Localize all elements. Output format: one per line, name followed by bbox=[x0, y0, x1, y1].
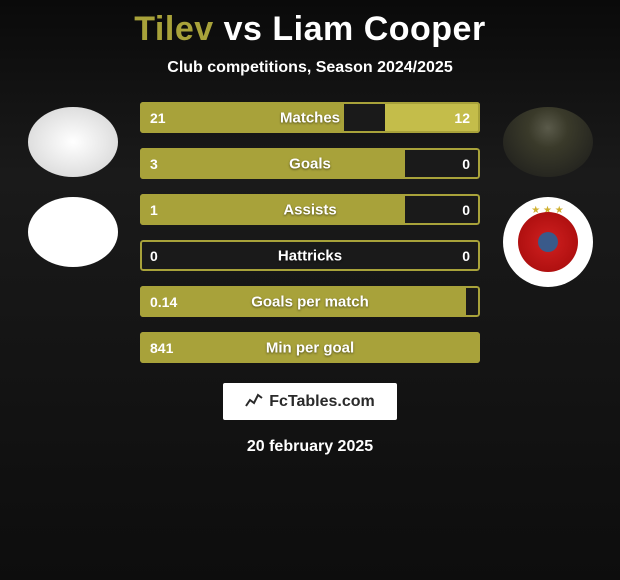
player1-club-badge bbox=[28, 197, 118, 267]
stat-row: Goals per match 0.14 bbox=[140, 286, 480, 317]
stat-value-left: 1 bbox=[150, 202, 158, 218]
right-column: ★ ★ ★ bbox=[495, 102, 600, 363]
chart-icon bbox=[245, 391, 263, 412]
player2-name: Liam Cooper bbox=[272, 10, 485, 48]
comparison-container: Matches2112Goals30Assists10Hattricks00Go… bbox=[0, 102, 620, 363]
bar-segment-left bbox=[140, 194, 405, 225]
stat-label: Matches bbox=[280, 109, 340, 126]
vs-text: vs bbox=[224, 10, 263, 48]
brand-badge: FcTables.com bbox=[223, 383, 397, 420]
stat-value-right: 0 bbox=[462, 248, 470, 264]
player2-club-badge: ★ ★ ★ bbox=[503, 197, 593, 287]
stat-label: Goals per match bbox=[251, 293, 369, 310]
stat-value-left: 3 bbox=[150, 156, 158, 172]
left-column bbox=[20, 102, 125, 363]
stat-label: Hattricks bbox=[278, 247, 342, 264]
page-title: Tilev vs Liam Cooper bbox=[134, 10, 485, 49]
stat-row: Matches 21 12 bbox=[140, 102, 480, 133]
stat-value-right: 0 bbox=[462, 156, 470, 172]
stat-row: Hattricks 0 0 bbox=[140, 240, 480, 271]
stat-value-right: 12 bbox=[454, 110, 470, 126]
stat-label: Goals bbox=[289, 155, 331, 172]
stat-row: Goals 3 0 bbox=[140, 148, 480, 179]
player1-name: Tilev bbox=[134, 10, 213, 48]
stat-value-left: 0 bbox=[150, 248, 158, 264]
stat-value-left: 0.14 bbox=[150, 294, 177, 310]
stat-label: Assists bbox=[283, 201, 336, 218]
stat-label: Min per goal bbox=[266, 339, 354, 356]
subtitle: Club competitions, Season 2024/2025 bbox=[167, 59, 452, 77]
stat-row: Assists 1 0 bbox=[140, 194, 480, 225]
bar-segment-left bbox=[140, 148, 405, 179]
stats-bars: Matches2112Goals30Assists10Hattricks00Go… bbox=[140, 102, 480, 363]
bar-segment-empty bbox=[344, 102, 385, 133]
player1-photo bbox=[28, 107, 118, 177]
stat-row: Min per goal 841 bbox=[140, 332, 480, 363]
player2-photo bbox=[503, 107, 593, 177]
brand-text: FcTables.com bbox=[269, 393, 375, 411]
stat-value-left: 21 bbox=[150, 110, 166, 126]
date-text: 20 february 2025 bbox=[247, 438, 373, 456]
stat-value-left: 841 bbox=[150, 340, 173, 356]
stat-value-right: 0 bbox=[462, 202, 470, 218]
badge-inner-icon bbox=[518, 212, 578, 272]
bar-segment-empty bbox=[466, 286, 480, 317]
